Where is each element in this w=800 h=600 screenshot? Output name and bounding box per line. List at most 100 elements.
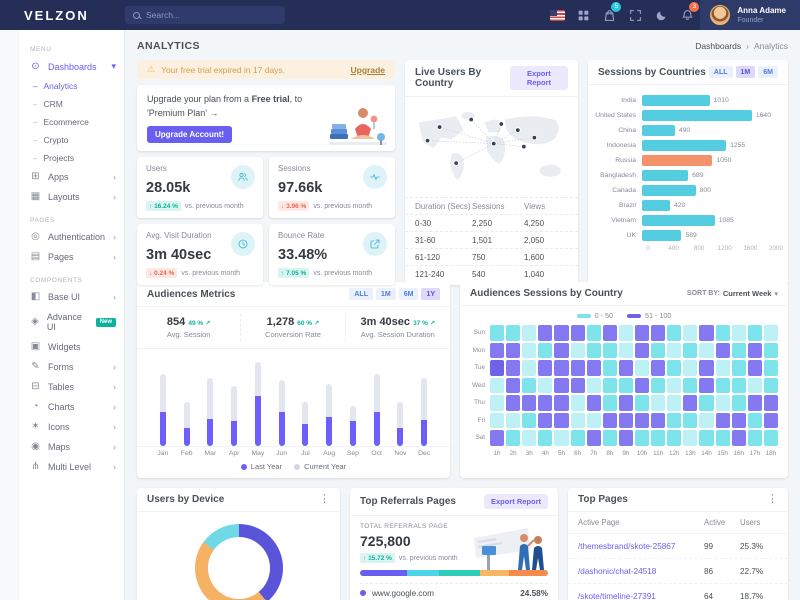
stat-delta-badge: ↓ 0.24 % bbox=[146, 268, 178, 278]
sidebar-item-icons[interactable]: ✶ Icons › bbox=[0, 417, 124, 437]
sidebar-subitem-ecommerce[interactable]: – Ecommerce bbox=[0, 113, 124, 131]
users-by-device-title: Users by Device bbox=[147, 494, 225, 505]
apps-grid-button[interactable] bbox=[570, 0, 596, 30]
chevron-right-icon: › bbox=[113, 462, 116, 472]
month-label: Apr bbox=[228, 450, 240, 457]
sidebar-item-apps[interactable]: ⊞ Apps › bbox=[0, 167, 124, 187]
export-report-button[interactable]: Export Report bbox=[483, 494, 548, 509]
language-flag-button[interactable] bbox=[544, 0, 570, 30]
heatmap-cell bbox=[522, 430, 537, 446]
sidebar-item-maps[interactable]: ◉ Maps › bbox=[0, 437, 124, 457]
chevron-right-icon: › bbox=[113, 232, 116, 242]
heatmap-cell bbox=[683, 342, 698, 358]
heatmap-cell bbox=[522, 325, 537, 341]
category-label: Brazil bbox=[619, 202, 636, 209]
sidebar-item-layouts[interactable]: ▦ Layouts › bbox=[0, 187, 124, 207]
page-link[interactable]: /dashonic/chat-24518 bbox=[578, 566, 657, 576]
x-tick: 0 bbox=[646, 245, 650, 252]
heatmap-cell bbox=[651, 377, 666, 393]
sidebar-item-dashboards[interactable]: ⊙ Dashboards ▾ bbox=[0, 56, 124, 77]
heatmap-cell bbox=[731, 430, 746, 446]
stat-delta-badge: ↓ 3.96 % bbox=[278, 201, 310, 211]
sidebar-item-base-ui[interactable]: ◧ Base UI › bbox=[0, 287, 124, 307]
audiences-metrics-chart bbox=[137, 355, 450, 447]
notifications-button[interactable]: 3 bbox=[674, 0, 700, 30]
sidebar-item-tables[interactable]: ⊟ Tables › bbox=[0, 377, 124, 397]
sidebar-item-forms[interactable]: ✎ Forms › bbox=[0, 357, 124, 377]
sort-by-dropdown[interactable]: SORT BY: Current Week ▾ bbox=[686, 289, 778, 298]
metric-value: 3m 40sec bbox=[360, 316, 414, 328]
bar bbox=[642, 125, 675, 136]
heatmap-cell bbox=[490, 325, 505, 341]
sidebar-subitem-crypto[interactable]: – Crypto bbox=[0, 131, 124, 149]
row-label: Wed bbox=[472, 381, 485, 389]
range-button-6m[interactable]: 6M bbox=[758, 66, 778, 78]
bar-row: India 1010 bbox=[594, 93, 776, 108]
kebab-menu-icon[interactable]: ⋮ bbox=[319, 493, 330, 505]
upgrade-account-button[interactable]: Upgrade Account! bbox=[147, 126, 233, 143]
referral-link[interactable]: www.google.com bbox=[372, 588, 434, 598]
heatmap-cell bbox=[618, 360, 633, 376]
upgrade-plan-text: Upgrade your plan from a Free trial, to … bbox=[147, 94, 303, 118]
charts-icon: ◔ bbox=[32, 401, 39, 412]
chevron-down-icon: ▾ bbox=[774, 290, 778, 298]
heatmap-cell bbox=[747, 377, 762, 393]
fullscreen-button[interactable] bbox=[622, 0, 648, 30]
sidebar-subitem-projects[interactable]: – Projects bbox=[0, 149, 124, 167]
user-menu[interactable]: Anna Adame Founder bbox=[700, 0, 800, 30]
sidebar-item-charts[interactable]: ◔ Charts › bbox=[0, 397, 124, 417]
search-input[interactable] bbox=[146, 10, 266, 20]
sidebar-item-widgets[interactable]: ▣ Widgets bbox=[0, 337, 124, 357]
kebab-menu-icon[interactable]: ⋮ bbox=[767, 493, 778, 505]
sidebar-item-advance-ui[interactable]: ◈ Advance UI New bbox=[0, 307, 124, 337]
heatmap-cell bbox=[699, 430, 714, 446]
export-report-button[interactable]: Export Report bbox=[509, 66, 568, 90]
heatmap-cell bbox=[618, 377, 633, 393]
heatmap-cell bbox=[522, 342, 537, 358]
sidebar-item-multi-level[interactable]: ⋔ Multi Level › bbox=[0, 457, 124, 477]
bar-value: 1640 bbox=[755, 112, 771, 119]
legend-swatch bbox=[576, 314, 591, 319]
breadcrumb-dashboards[interactable]: Dashboards bbox=[695, 41, 742, 51]
referrals-delta-badge: ↑ 15.72 % bbox=[360, 553, 395, 563]
current-year-bar bbox=[373, 374, 380, 412]
bar bbox=[642, 200, 671, 211]
heatmap-cell bbox=[538, 360, 553, 376]
user-name: Anna Adame bbox=[737, 6, 786, 16]
sidebar-section-label: PAGES bbox=[30, 217, 55, 224]
page-link[interactable]: /themesbrand/skote-25867 bbox=[578, 541, 676, 551]
range-button-6m[interactable]: 6M bbox=[398, 288, 419, 300]
range-button-1y[interactable]: 1Y bbox=[421, 288, 440, 300]
table-cell: 540 bbox=[472, 269, 486, 279]
range-button-1m[interactable]: 1M bbox=[375, 288, 396, 300]
sidebar-subitem-crm[interactable]: – CRM bbox=[0, 95, 124, 113]
audiences-metrics-stats: 854 49 % ↗ Avg. Session 1,278 60 % ↗ Conver… bbox=[137, 307, 450, 349]
category-label: Canada bbox=[612, 187, 636, 194]
referrals-illustration bbox=[474, 528, 544, 570]
heatmap-cell bbox=[715, 412, 730, 428]
range-button-all[interactable]: ALL bbox=[349, 288, 373, 300]
sidebar-subitem-analytics[interactable]: – Analytics bbox=[0, 77, 124, 95]
range-button-all[interactable]: ALL bbox=[708, 66, 733, 78]
bar-value: 1010 bbox=[713, 97, 729, 104]
sidebar-item-authentication[interactable]: ◎ Authentication › bbox=[0, 227, 124, 247]
app-logo[interactable]: VELZON bbox=[24, 7, 89, 23]
dark-mode-button[interactable] bbox=[648, 0, 674, 30]
bar-column bbox=[365, 355, 389, 446]
month-label: Nov bbox=[394, 450, 407, 457]
heatmap-cell bbox=[522, 377, 537, 393]
heatmap-cell bbox=[506, 412, 521, 428]
heatmap-cell bbox=[538, 325, 553, 341]
sessions-bar-chart: India 1010 United States 1640 China 490 Indone… bbox=[588, 85, 788, 256]
page-link[interactable]: /skote/timeline-27391 bbox=[578, 591, 656, 600]
cart-button[interactable]: 5 bbox=[596, 0, 622, 30]
sidebar-item-pages[interactable]: ▤ Pages › bbox=[0, 247, 124, 267]
table-row: 61-120 750 1,600 bbox=[405, 248, 578, 265]
range-button-1m[interactable]: 1M bbox=[735, 66, 756, 78]
search-box[interactable] bbox=[125, 6, 285, 24]
referral-dot bbox=[360, 590, 366, 596]
upgrade-link[interactable]: Upgrade bbox=[350, 64, 385, 75]
x-tick: 2000 bbox=[768, 245, 784, 252]
maps-icon: ◉ bbox=[31, 441, 40, 452]
heatmap-cell bbox=[731, 342, 746, 358]
